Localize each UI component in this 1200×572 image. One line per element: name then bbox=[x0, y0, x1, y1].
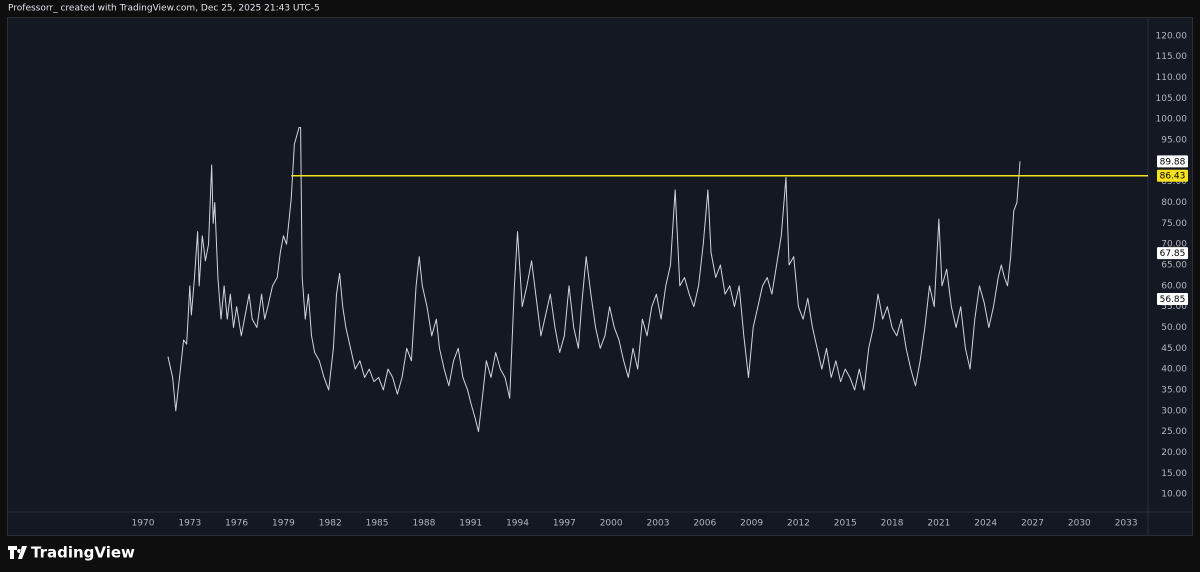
y-tick-label: 15.00 bbox=[1161, 469, 1187, 479]
y-tick-label: 120.00 bbox=[1156, 31, 1188, 41]
x-tick-label: 2006 bbox=[693, 519, 716, 529]
x-tick-label: 1982 bbox=[319, 519, 342, 529]
y-tick-label: 60.00 bbox=[1161, 281, 1187, 291]
y-tick-label: 115.00 bbox=[1156, 52, 1188, 62]
y-tick-label: 75.00 bbox=[1161, 219, 1187, 229]
y-tick-label: 95.00 bbox=[1161, 136, 1187, 146]
price-label-box bbox=[1157, 247, 1188, 260]
brand-logo: TradingView bbox=[8, 544, 135, 562]
x-tick-label: 2000 bbox=[600, 519, 623, 529]
x-tick-label: 2033 bbox=[1115, 519, 1138, 529]
x-tick-label: 2003 bbox=[647, 519, 670, 529]
y-tick-label: 55.00 bbox=[1161, 302, 1187, 312]
x-tick-label: 2009 bbox=[740, 519, 763, 529]
price-label: 86.43 bbox=[1160, 172, 1186, 182]
y-tick-label: 110.00 bbox=[1156, 73, 1188, 83]
y-tick-label: 80.00 bbox=[1161, 198, 1187, 208]
price-label-box bbox=[1157, 169, 1188, 182]
x-tick-label: 2018 bbox=[881, 519, 904, 529]
x-tick-label: 2012 bbox=[787, 519, 810, 529]
y-tick-label: 105.00 bbox=[1156, 94, 1188, 104]
y-tick-label: 65.00 bbox=[1161, 261, 1187, 271]
x-tick-label: 1979 bbox=[272, 519, 295, 529]
price-label: 89.88 bbox=[1160, 157, 1186, 167]
brand: TradingView bbox=[31, 544, 135, 562]
x-tick-label: 1973 bbox=[178, 519, 201, 529]
y-tick-label: 40.00 bbox=[1161, 365, 1187, 375]
price-label: 56.85 bbox=[1160, 295, 1186, 305]
x-tick-label: 2015 bbox=[834, 519, 857, 529]
chart-panel bbox=[7, 17, 1193, 536]
y-tick-label: 50.00 bbox=[1161, 323, 1187, 333]
y-tick-label: 85.00 bbox=[1161, 177, 1187, 187]
x-tick-label: 1988 bbox=[412, 519, 435, 529]
x-tick-label: 1976 bbox=[225, 519, 248, 529]
x-tick-label: 2024 bbox=[974, 519, 997, 529]
x-tick-label: 2030 bbox=[1068, 519, 1091, 529]
y-tick-label: 70.00 bbox=[1161, 240, 1187, 250]
x-tick-label: 1985 bbox=[366, 519, 389, 529]
logo-icon bbox=[8, 546, 27, 559]
y-tick-label: 30.00 bbox=[1161, 406, 1187, 416]
x-tick-label: 2027 bbox=[1021, 519, 1044, 529]
y-tick-label: 45.00 bbox=[1161, 344, 1187, 354]
price-label-box bbox=[1157, 155, 1188, 168]
x-tick-label: 1997 bbox=[553, 519, 576, 529]
x-tick-label: 1970 bbox=[132, 519, 155, 529]
y-tick-label: 100.00 bbox=[1156, 115, 1188, 125]
y-tick-label: 20.00 bbox=[1161, 448, 1187, 458]
y-tick-label: 10.00 bbox=[1161, 490, 1187, 500]
y-tick-label: 35.00 bbox=[1161, 385, 1187, 395]
price-label-box bbox=[1157, 292, 1188, 305]
x-tick-label: 1991 bbox=[459, 519, 482, 529]
data-line bbox=[167, 127, 1021, 433]
x-tick-label: 1994 bbox=[506, 519, 529, 529]
price-label: 67.85 bbox=[1160, 249, 1186, 259]
y-tick-label: 25.00 bbox=[1161, 427, 1187, 437]
x-tick-label: 2021 bbox=[927, 519, 950, 529]
chart-title: Professorr_ created with TradingView.com… bbox=[8, 4, 320, 14]
